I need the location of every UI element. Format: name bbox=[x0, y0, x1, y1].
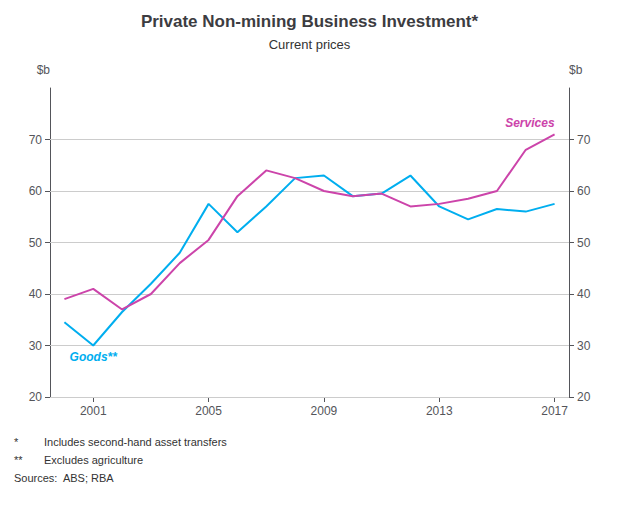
svg-text:50: 50 bbox=[29, 236, 43, 250]
svg-text:40: 40 bbox=[29, 287, 43, 301]
svg-text:20: 20 bbox=[577, 390, 591, 404]
svg-text:**: ** bbox=[14, 454, 23, 466]
svg-text:2013: 2013 bbox=[426, 404, 453, 418]
svg-text:2005: 2005 bbox=[195, 404, 222, 418]
svg-text:$b: $b bbox=[37, 63, 51, 77]
svg-text:2001: 2001 bbox=[80, 404, 107, 418]
svg-text:Sources: ABS; RBA: Sources: ABS; RBA bbox=[14, 472, 114, 484]
svg-text:Current prices: Current prices bbox=[269, 37, 351, 52]
svg-text:$b: $b bbox=[569, 63, 583, 77]
svg-text:50: 50 bbox=[577, 236, 591, 250]
svg-text:70: 70 bbox=[577, 133, 591, 147]
svg-text:30: 30 bbox=[577, 339, 591, 353]
svg-text:30: 30 bbox=[29, 339, 43, 353]
svg-text:Includes second-hand asset tra: Includes second-hand asset transfers bbox=[44, 436, 227, 448]
svg-text:2017: 2017 bbox=[541, 404, 568, 418]
svg-text:60: 60 bbox=[577, 184, 591, 198]
svg-text:Private Non-mining Business In: Private Non-mining Business Investment* bbox=[141, 12, 479, 31]
svg-text:Services: Services bbox=[505, 116, 555, 130]
svg-text:*: * bbox=[14, 436, 19, 448]
svg-text:60: 60 bbox=[29, 184, 43, 198]
svg-text:20: 20 bbox=[29, 390, 43, 404]
svg-text:Excludes agriculture: Excludes agriculture bbox=[44, 454, 143, 466]
svg-text:70: 70 bbox=[29, 133, 43, 147]
svg-text:2009: 2009 bbox=[311, 404, 338, 418]
svg-text:40: 40 bbox=[577, 287, 591, 301]
svg-text:Goods**: Goods** bbox=[70, 350, 119, 364]
